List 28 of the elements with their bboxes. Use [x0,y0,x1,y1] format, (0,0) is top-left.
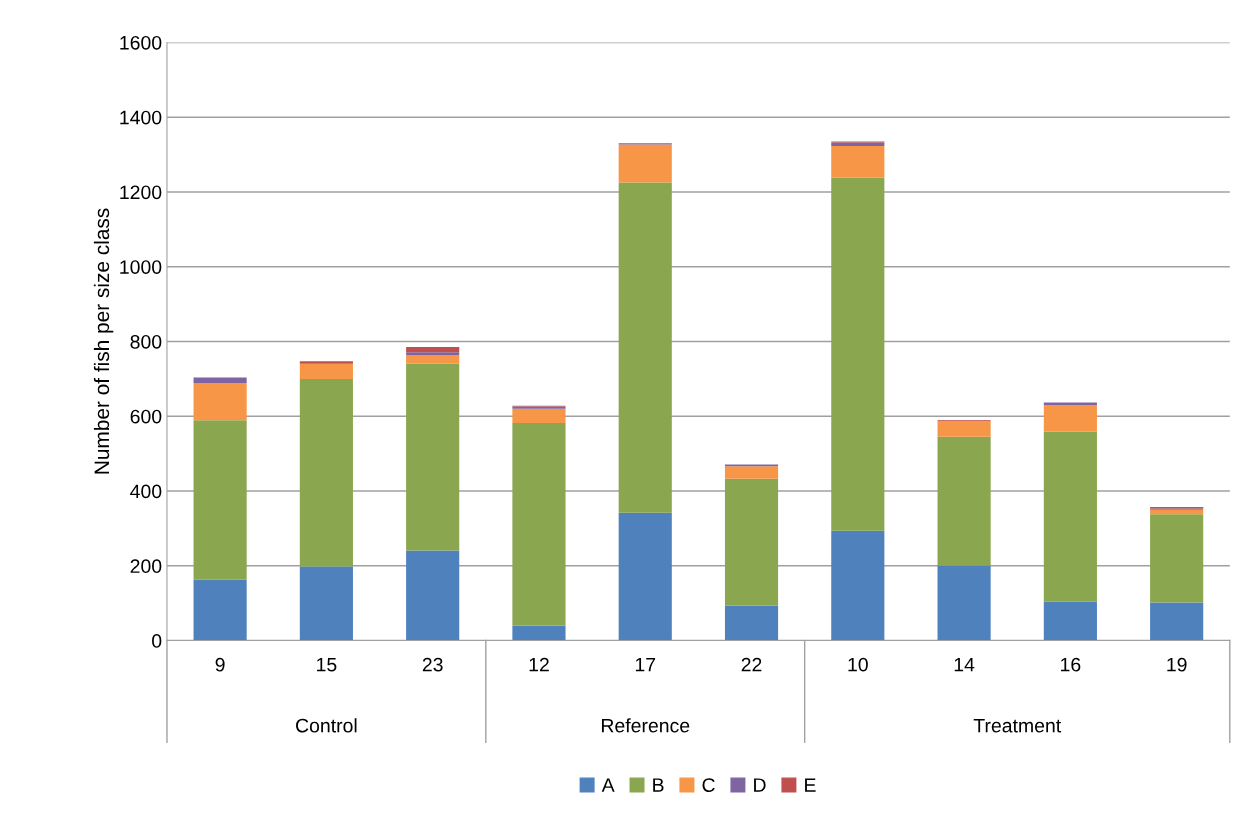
y-tick-label: 400 [130,484,162,499]
y-tick-label: 0 [152,634,162,648]
x-tick-label: 12 [529,657,549,672]
text: Treatment [973,718,1062,733]
x-tick-label: 10 [848,657,868,672]
legend-label: E [805,778,816,792]
legend-label: A [601,778,615,792]
x-tick-label: 19 [1167,657,1187,672]
y-axis-title: Number of fish per size class [93,208,114,474]
y-tick-label: 1000 [120,260,162,274]
x-tick-label: 17 [635,657,656,672]
x-tick-label: 22 [741,657,762,672]
y-tick-label: 200 [130,559,162,574]
y-tick-label: 1200 [120,185,162,200]
x-tick-label: 14 [954,657,975,672]
x-tick-label: 16 [1061,657,1081,672]
x-tick-label: 23 [422,657,443,672]
legend-label: B [653,778,664,792]
y-tick-label: 600 [130,409,162,424]
y-tick-label: 1600 [120,35,162,50]
y-tick-label: 1400 [120,110,162,125]
legend-label: D [754,778,766,792]
legend-label: C [702,778,715,792]
text: Control [296,718,357,733]
y-tick-label: 800 [130,334,162,349]
x-tick-label: 9 [215,657,225,672]
x-tick-label: 15 [317,657,337,672]
text: Reference [601,718,690,733]
